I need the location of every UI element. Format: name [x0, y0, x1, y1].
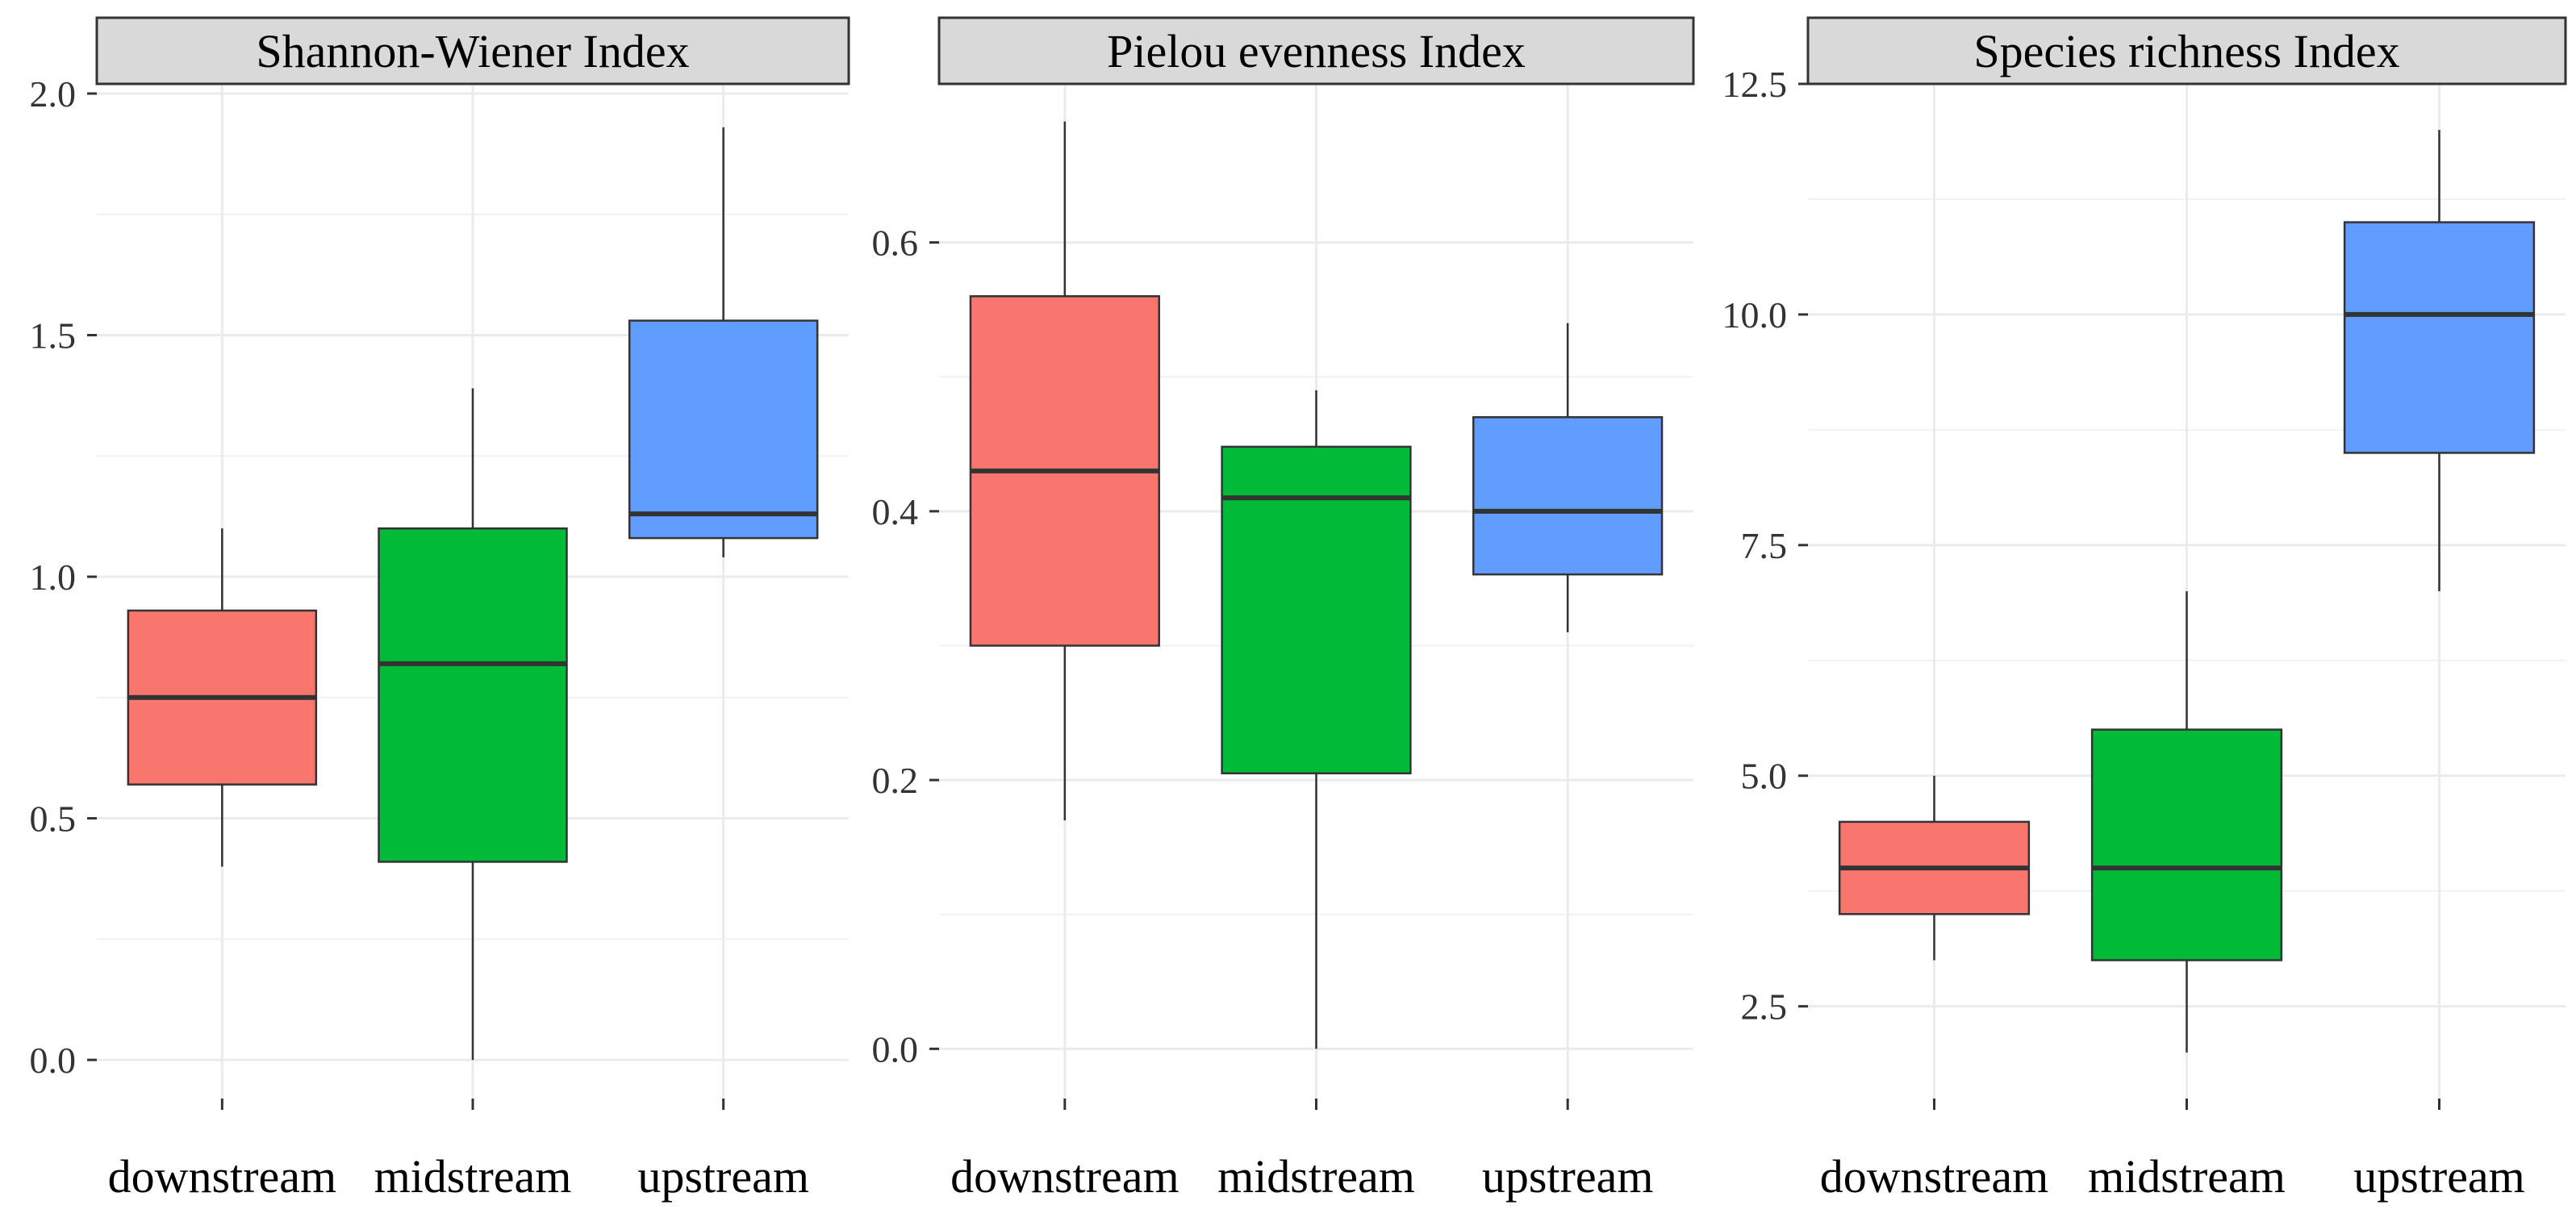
y-tick-label: 0.0	[872, 1028, 919, 1070]
panel-title: Species richness Index	[1973, 25, 2399, 77]
panel-title: Shannon-Wiener Index	[256, 25, 689, 77]
strip-header	[95, 16, 850, 85]
x-tick-label: upstream	[1482, 1150, 1654, 1203]
x-tick-label: downstream	[1820, 1150, 2049, 1203]
y-tick-label: 0.2	[872, 760, 919, 801]
box-midstream	[378, 388, 568, 1061]
box-body	[1221, 445, 1412, 775]
panel-1: Shannon-Wiener Index 0.0 0.5 1.0 1.5 2.0 downs…	[30, 16, 850, 1203]
box-body	[2090, 728, 2283, 961]
y-tick-label: 5.0	[1741, 756, 1788, 797]
box-downstream	[1838, 775, 2031, 961]
x-tick-label: downstream	[950, 1150, 1179, 1203]
box-downstream	[127, 528, 318, 867]
panel-title: Pielou evenness Index	[1107, 25, 1526, 77]
x-tick-label: upstream	[637, 1150, 809, 1203]
box-midstream	[1221, 390, 1412, 1049]
y-tick-label: 0.6	[872, 223, 919, 264]
box-body	[378, 527, 568, 863]
x-tick-label: upstream	[2353, 1150, 2525, 1203]
y-tick-label: 10.0	[1722, 294, 1788, 336]
panel-3: Species richness Index 2.5 5.0 7.5 10.0 12.5 d…	[1722, 16, 2567, 1203]
y-tick-label: 2.0	[30, 73, 77, 115]
y-tick-label: 12.5	[1722, 64, 1788, 105]
box-upstream	[2343, 130, 2536, 591]
y-tick-label: 0.0	[30, 1040, 77, 1081]
strip-header	[937, 16, 1695, 85]
y-tick-label: 1.0	[30, 557, 77, 598]
panel-2: Pielou evenness Index 0.0 0.2 0.4 0.6 downstr…	[872, 16, 1695, 1203]
box-body	[2343, 221, 2536, 454]
x-tick-label: midstream	[374, 1150, 572, 1203]
y-tick-label: 0.5	[30, 799, 77, 840]
box-body	[1472, 415, 1664, 576]
box-upstream	[1472, 323, 1664, 632]
x-tick-label: midstream	[2088, 1150, 2286, 1203]
box-upstream	[628, 127, 819, 558]
box-body	[628, 319, 819, 540]
box-downstream	[969, 121, 1160, 821]
y-tick-label: 1.5	[30, 315, 77, 357]
y-tick-label: 7.5	[1741, 525, 1788, 566]
strip-header	[1806, 16, 2567, 85]
box-midstream	[2090, 591, 2283, 1053]
x-tick-label: midstream	[1217, 1150, 1415, 1203]
x-tick-label: downstream	[108, 1150, 337, 1203]
y-tick-label: 2.5	[1741, 986, 1788, 1028]
y-tick-label: 0.4	[872, 491, 919, 532]
